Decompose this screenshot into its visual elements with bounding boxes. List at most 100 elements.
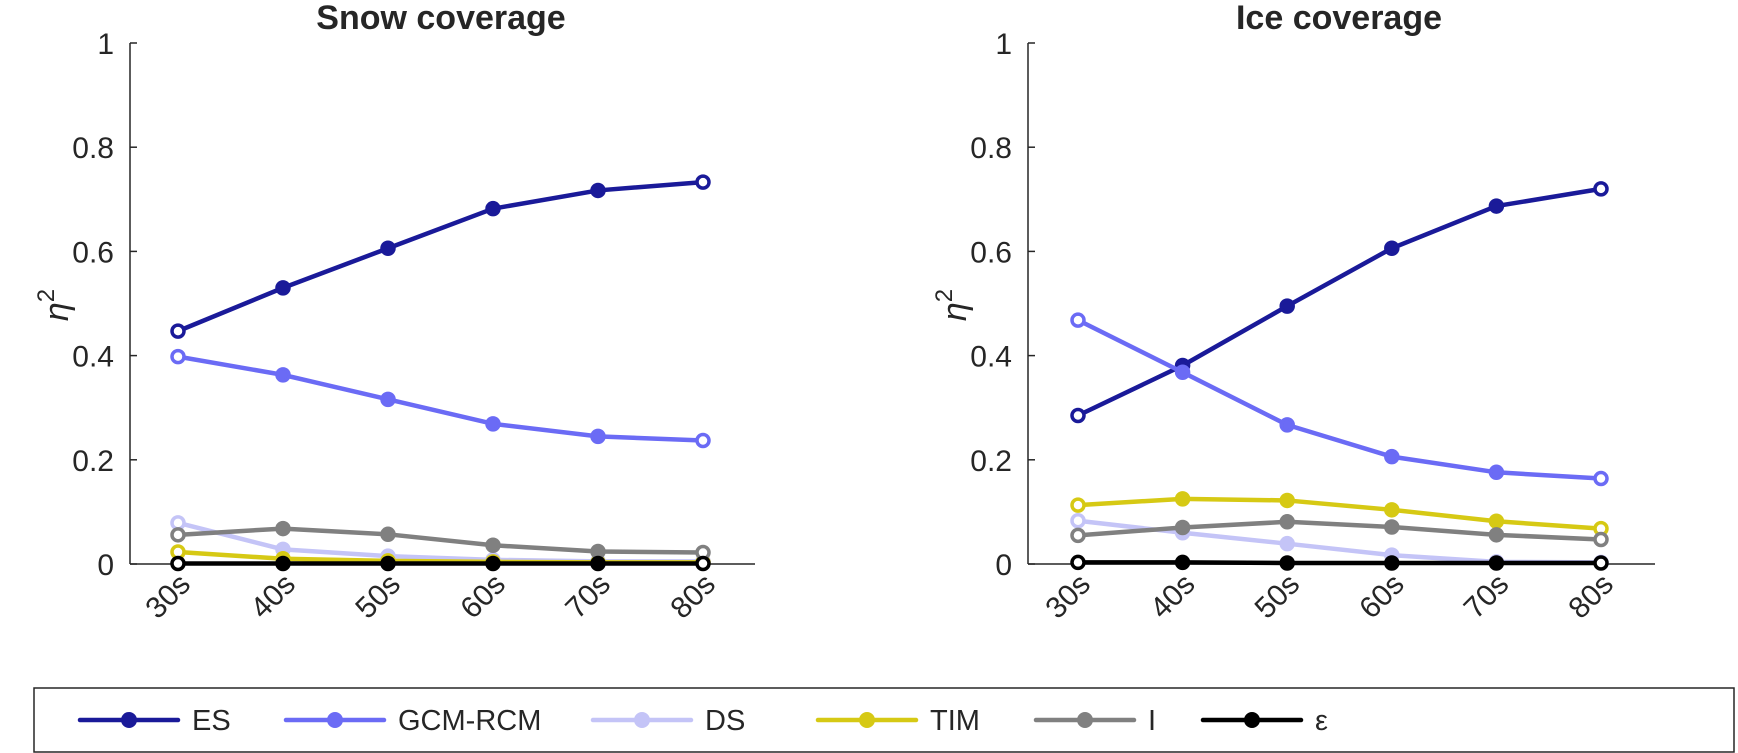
legend-marker [1244, 712, 1260, 728]
data-point-ES [380, 240, 396, 257]
legend-marker [859, 712, 875, 728]
legend-marker [327, 712, 343, 728]
y-tick-label: 1 [97, 28, 114, 61]
data-point-ε [590, 555, 606, 572]
legend-marker [1077, 712, 1093, 728]
data-point-GCM-RCM [170, 348, 186, 365]
y-axis-label: η2 [33, 289, 76, 321]
data-point-TIM [1384, 502, 1400, 518]
data-point-GCM-RCM [1384, 448, 1400, 465]
x-tick-label: 40s [1144, 568, 1202, 626]
data-point-ES [1488, 198, 1505, 214]
y-axis-label: η2 [931, 289, 974, 321]
series-line-I [1075, 519, 1604, 542]
data-point-GCM-RCM [1488, 464, 1505, 481]
data-point-ε [1279, 555, 1295, 571]
data-point-ES [485, 200, 501, 217]
chart-title: Ice coverage [1236, 0, 1442, 37]
chart-title: Snow coverage [316, 0, 565, 37]
data-point-TIM [1174, 491, 1191, 507]
data-point-ε [1593, 555, 1609, 571]
series-line-TIM [1075, 496, 1604, 531]
data-point-GCM-RCM [485, 416, 501, 432]
data-point-I [1384, 519, 1400, 535]
series-line-GCM-RCM [1075, 317, 1604, 481]
x-tick-label: 60s [454, 568, 512, 626]
data-point-DS [1279, 535, 1295, 552]
data-point-ε [275, 555, 291, 572]
x-tick-label: 70s [1458, 568, 1516, 626]
data-point-ε [170, 555, 186, 572]
data-point-ES [590, 182, 606, 199]
x-tick-label: 60s [1353, 568, 1411, 626]
data-point-DS [1070, 513, 1086, 529]
x-tick-label: 50s [1249, 568, 1307, 626]
x-tick-label: 80s [664, 568, 722, 626]
data-point-I [1174, 519, 1191, 536]
series-line-DS [1075, 518, 1604, 565]
data-point-ES [170, 323, 186, 339]
y-tick-label: 0.8 [970, 132, 1012, 165]
series-line-GCM-RCM [175, 354, 706, 443]
data-point-I [275, 520, 291, 537]
data-point-ES [695, 174, 711, 190]
y-tick-label: 0.8 [72, 132, 114, 165]
legend-marker [121, 712, 137, 728]
legend-label: ES [192, 705, 231, 737]
legend-marker [634, 712, 650, 728]
data-point-DS [170, 515, 186, 531]
legend-label: TIM [930, 705, 980, 737]
y-tick-label: 0.2 [72, 445, 114, 478]
legend-label: ε [1315, 705, 1328, 737]
data-point-ε [695, 555, 711, 572]
data-point-TIM [1279, 492, 1295, 509]
data-point-GCM-RCM [380, 391, 396, 408]
data-point-GCM-RCM [695, 432, 711, 449]
data-point-GCM-RCM [1279, 417, 1295, 433]
data-point-GCM-RCM [590, 428, 606, 445]
data-point-I [485, 537, 501, 553]
x-tick-label: 40s [244, 568, 302, 626]
series-line-I [175, 526, 706, 555]
y-tick-label: 0.6 [72, 236, 114, 269]
data-point-ε [1174, 554, 1191, 571]
ice-coverage-panel: Ice coverage 0 0.2 0.4 0.6 0.8 1 30s 40s 50s 60s 7… [931, 0, 1655, 625]
legend-label: GCM-RCM [398, 705, 541, 737]
snow-coverage-panel: Snow coverage 0 0.2 0.4 0.6 0.8 1 30s 40s 50s 60s… [33, 0, 755, 625]
legend-label: DS [705, 705, 745, 737]
data-point-ES [1279, 298, 1295, 314]
data-point-ε [1070, 554, 1086, 571]
data-point-I [590, 543, 606, 560]
data-point-TIM [1488, 513, 1505, 530]
x-tick-label: 50s [349, 568, 407, 626]
data-point-ε [380, 555, 396, 572]
data-point-ES [1384, 240, 1400, 257]
y-tick-label: 0.4 [72, 341, 114, 374]
data-point-ES [1070, 407, 1086, 424]
y-tick-label: 1 [995, 28, 1012, 61]
series-line-ε [1075, 560, 1604, 566]
x-tick-label: 80s [1562, 568, 1620, 626]
data-point-ε [1384, 555, 1400, 571]
data-point-I [1070, 527, 1086, 544]
y-tick-label: 0.4 [970, 341, 1012, 374]
data-point-I [1279, 514, 1295, 530]
data-point-ε [485, 555, 501, 572]
data-point-TIM [1070, 497, 1086, 513]
x-tick-label: 30s [1039, 568, 1097, 626]
data-point-GCM-RCM [1174, 364, 1191, 381]
data-point-GCM-RCM [1070, 312, 1086, 328]
series-line-ES [175, 179, 706, 334]
y-tick-label: 0 [97, 549, 114, 582]
series-line-ES [1075, 186, 1604, 418]
data-point-ES [1593, 181, 1609, 197]
y-tick-label: 0.2 [970, 445, 1012, 478]
legend-label: I [1148, 705, 1156, 737]
data-point-GCM-RCM [1593, 470, 1609, 487]
x-tick-label: 30s [139, 568, 197, 626]
data-point-GCM-RCM [275, 367, 291, 383]
data-point-I [380, 526, 396, 543]
data-point-I [1593, 531, 1609, 548]
